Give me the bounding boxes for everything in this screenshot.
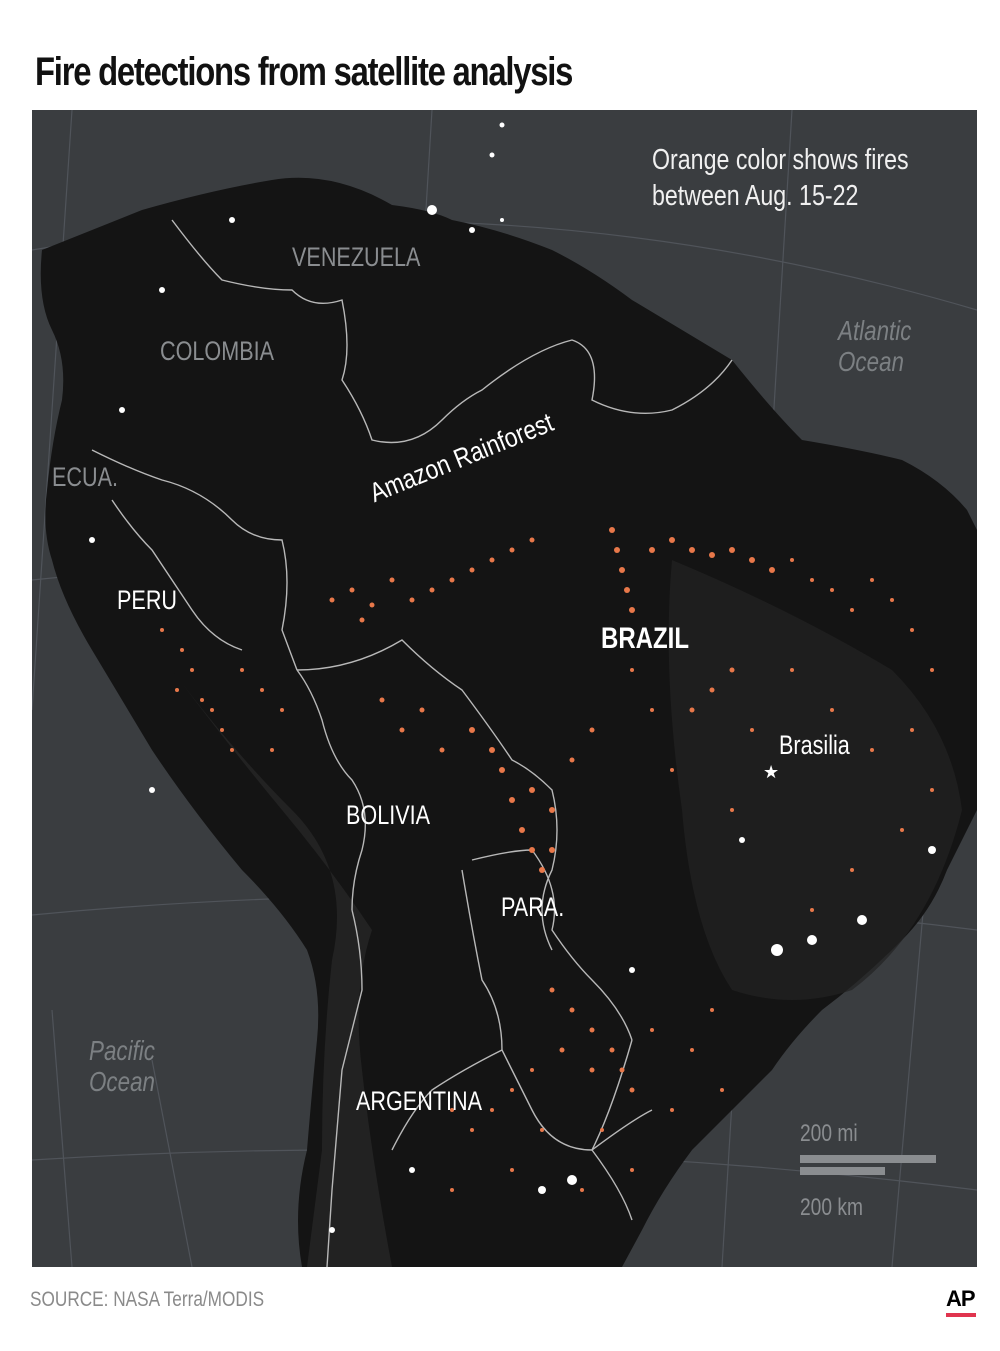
- source-credit: SOURCE: NASA Terra/MODIS: [30, 1288, 265, 1311]
- ap-logo-accent: [946, 1313, 976, 1317]
- scale-miles-label: 200 mi: [800, 1120, 858, 1147]
- fire-detections: [160, 527, 934, 1192]
- label-ecuador: ECUA.: [52, 462, 119, 492]
- city-lights: [89, 122, 936, 1233]
- scale-bar-miles: [800, 1155, 936, 1163]
- ap-logo: AP: [946, 1286, 976, 1311]
- label-brasilia: Brasilia: [779, 730, 850, 760]
- legend-note-line2: between Aug. 15-22: [652, 180, 859, 212]
- legend-note-line1: Orange color shows fires: [652, 144, 909, 176]
- label-brazil: BRAZIL: [601, 622, 689, 655]
- country-borders: [91, 219, 733, 1267]
- land-mass: [40, 177, 977, 1267]
- label-peru: PERU: [117, 585, 178, 615]
- satellite-map: Orange color shows fires between Aug. 15…: [32, 110, 977, 1267]
- label-paraguay: PARA.: [501, 892, 565, 922]
- label-atlantic-ocean: Atlantic Ocean: [838, 315, 912, 377]
- label-venezuela: VENEZUELA: [292, 242, 421, 272]
- label-bolivia: BOLIVIA: [346, 800, 431, 830]
- scale-km-label: 200 km: [800, 1194, 863, 1221]
- label-colombia: COLOMBIA: [160, 336, 275, 366]
- scale-bar-km: [800, 1167, 885, 1175]
- label-pacific-ocean: Pacific Ocean: [89, 1035, 155, 1097]
- map-graphic: [32, 110, 977, 1267]
- legend-note: Orange color shows fires between Aug. 15…: [652, 142, 909, 214]
- label-argentina: ARGENTINA: [356, 1086, 483, 1116]
- capital-star-icon: ★: [763, 762, 780, 782]
- page-title: Fire detections from satellite analysis: [35, 50, 573, 94]
